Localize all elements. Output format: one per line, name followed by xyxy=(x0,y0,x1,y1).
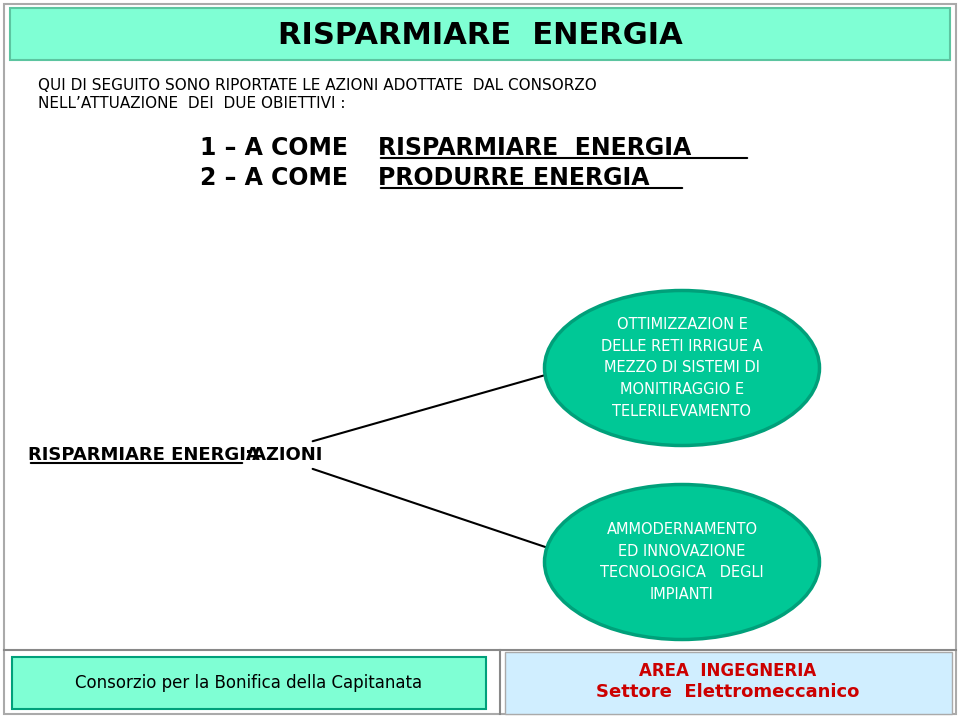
Text: PRODURRE ENERGIA: PRODURRE ENERGIA xyxy=(378,166,650,190)
Text: NELL’ATTUAZIONE  DEI  DUE OBIETTIVI :: NELL’ATTUAZIONE DEI DUE OBIETTIVI : xyxy=(38,96,346,111)
Text: 2 – A COME: 2 – A COME xyxy=(200,166,356,190)
Text: QUI DI SEGUITO SONO RIPORTATE LE AZIONI ADOTTATE  DAL CONSORZO: QUI DI SEGUITO SONO RIPORTATE LE AZIONI … xyxy=(38,78,597,93)
Text: OTTIMIZZAZION E
DELLE RETI IRRIGUE A
MEZZO DI SISTEMI DI
MONITIRAGGIO E
TELERILE: OTTIMIZZAZION E DELLE RETI IRRIGUE A MEZ… xyxy=(601,317,763,419)
FancyBboxPatch shape xyxy=(12,657,486,709)
Text: AREA  INGEGNERIA: AREA INGEGNERIA xyxy=(639,662,817,680)
Text: RISPARMIARE ENERGIA: RISPARMIARE ENERGIA xyxy=(28,446,260,464)
Text: Settore  Elettromeccanico: Settore Elettromeccanico xyxy=(596,683,860,701)
Text: RISPARMIARE  ENERGIA: RISPARMIARE ENERGIA xyxy=(378,136,691,160)
FancyBboxPatch shape xyxy=(10,8,950,60)
Text: AMMODERNAMENTO
ED INNOVAZIONE
TECNOLOGICA   DEGLI
IMPIANTI: AMMODERNAMENTO ED INNOVAZIONE TECNOLOGIC… xyxy=(600,522,764,602)
Ellipse shape xyxy=(544,485,820,640)
FancyBboxPatch shape xyxy=(4,4,956,714)
FancyBboxPatch shape xyxy=(505,652,952,714)
Text: 1 – A COME: 1 – A COME xyxy=(200,136,356,160)
Ellipse shape xyxy=(544,291,820,445)
Text: RISPARMIARE  ENERGIA: RISPARMIARE ENERGIA xyxy=(277,21,683,50)
Text: :AZIONI: :AZIONI xyxy=(245,446,323,464)
Text: Consorzio per la Bonifica della Capitanata: Consorzio per la Bonifica della Capitana… xyxy=(76,674,422,692)
